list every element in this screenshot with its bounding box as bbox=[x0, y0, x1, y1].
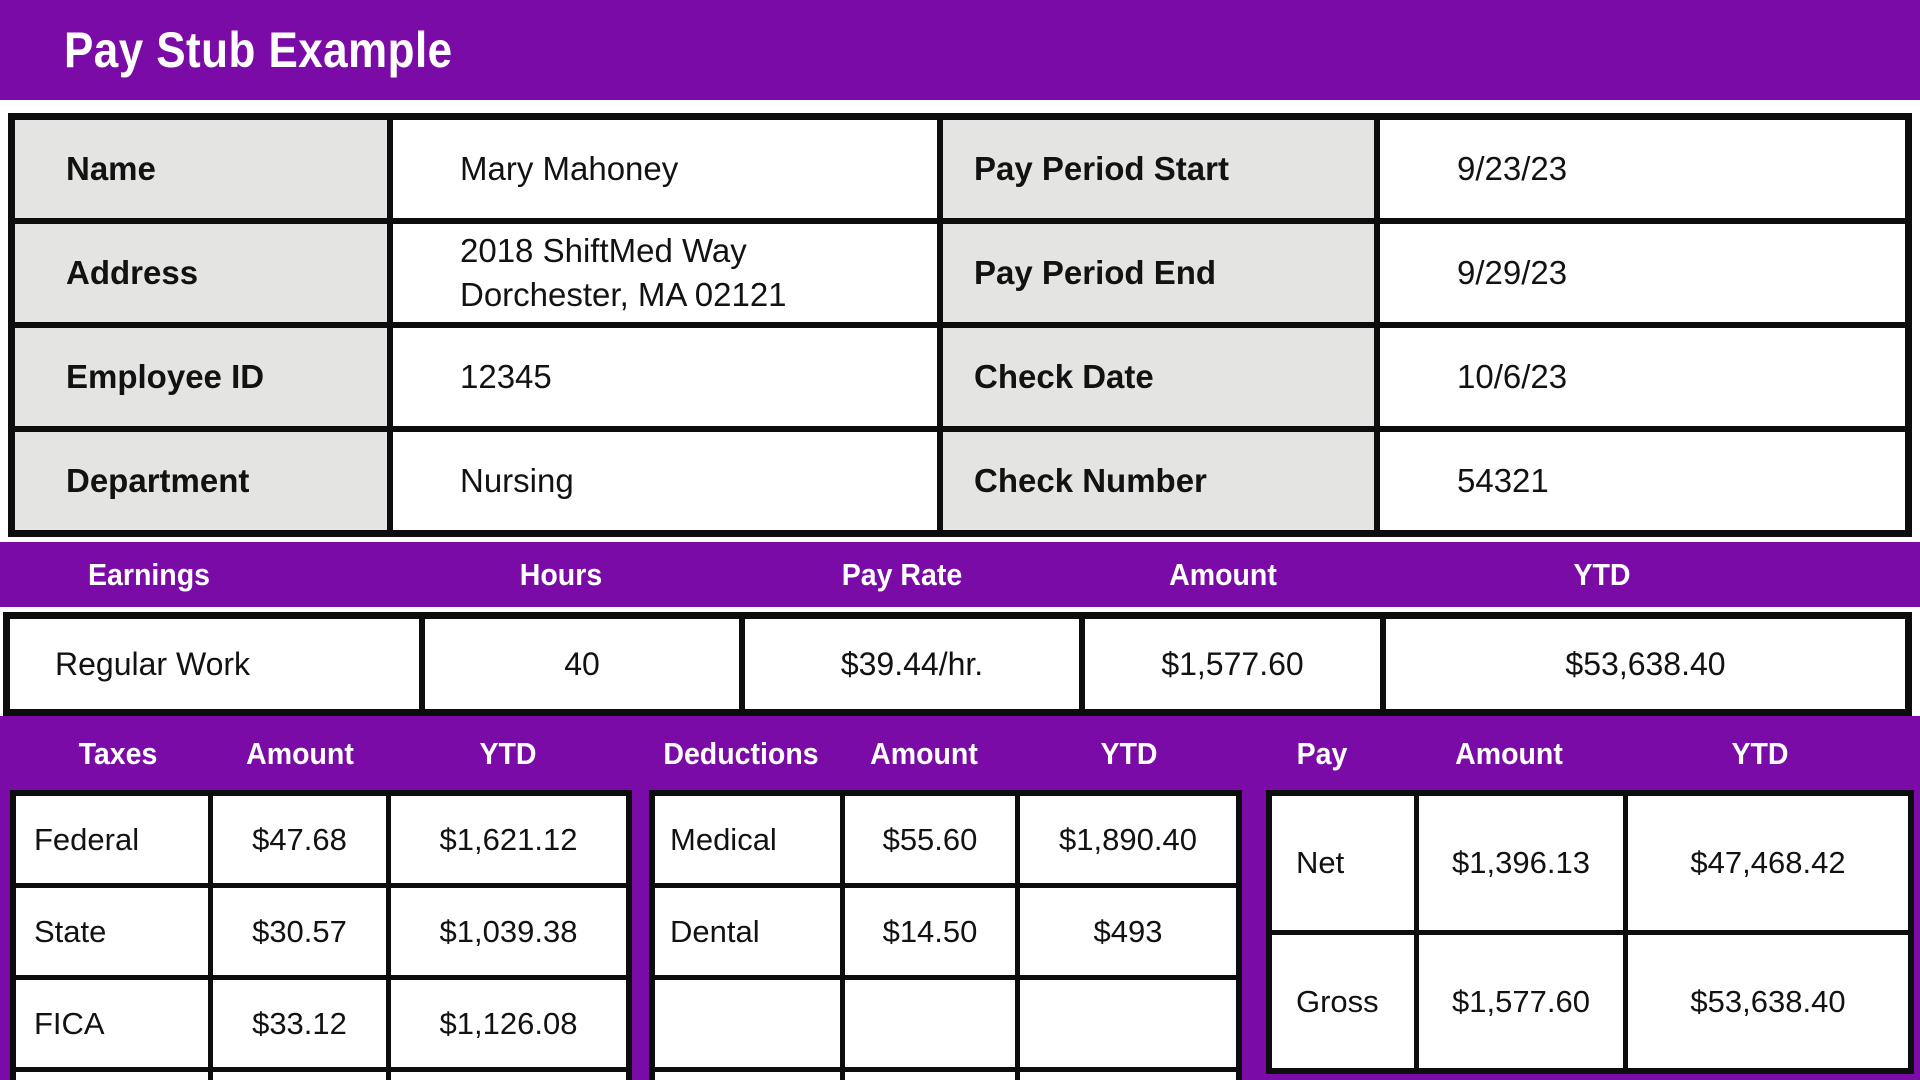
deduction-row-label: Medical bbox=[655, 796, 840, 883]
deduction-row-label: Dental bbox=[655, 888, 840, 975]
taxes-header-ytd: YTD bbox=[479, 736, 537, 771]
deduction-row-empty-cell bbox=[655, 1072, 840, 1080]
earnings-row-hours: 40 bbox=[425, 619, 739, 709]
earnings-header-band: Earnings Hours Pay Rate Amount YTD bbox=[0, 542, 1920, 607]
pay-header-amount: Amount bbox=[1455, 736, 1563, 771]
earnings-table: Regular Work 40 $39.44/hr. $1,577.60 $53… bbox=[3, 612, 1912, 716]
tax-row-empty-cell bbox=[213, 1072, 386, 1080]
deduction-row-amount: $14.50 bbox=[845, 888, 1015, 975]
info-value-pay-period-end: 9/29/23 bbox=[1380, 224, 1905, 322]
earnings-row-ytd: $53,638.40 bbox=[1386, 619, 1905, 709]
address-line-2: Dorchester, MA 02121 bbox=[460, 276, 787, 313]
info-label-check-date: Check Date bbox=[943, 328, 1374, 426]
taxes-header-taxes: Taxes bbox=[78, 736, 158, 771]
deduction-row-ytd: $1,890.40 bbox=[1020, 796, 1236, 883]
info-label-employee-id: Employee ID bbox=[15, 328, 387, 426]
deduction-row-ytd: $493 bbox=[1020, 888, 1236, 975]
info-value-name: Mary Mahoney bbox=[393, 120, 937, 218]
tax-row-label: State bbox=[16, 888, 208, 975]
title-bar: Pay Stub Example bbox=[0, 0, 1920, 100]
tax-row-label: FICA bbox=[16, 980, 208, 1067]
pay-row-label: Net bbox=[1272, 796, 1414, 930]
bottom-section: Taxes Amount YTD Deductions Amount YTD P… bbox=[0, 716, 1920, 1080]
info-label-name: Name bbox=[15, 120, 387, 218]
info-value-address: 2018 ShiftMed Way Dorchester, MA 02121 bbox=[393, 224, 937, 322]
pay-header-pay: Pay bbox=[1296, 736, 1348, 771]
earnings-row-amount: $1,577.60 bbox=[1085, 619, 1380, 709]
deductions-header-ytd: YTD bbox=[1100, 736, 1158, 771]
tax-row-label: Federal bbox=[16, 796, 208, 883]
deduction-row-empty-cell bbox=[845, 1072, 1015, 1080]
pay-row-amount: $1,577.60 bbox=[1419, 935, 1623, 1068]
pay-row-amount: $1,396.13 bbox=[1419, 796, 1623, 930]
info-value-check-date: 10/6/23 bbox=[1380, 328, 1905, 426]
tax-row-amount: $47.68 bbox=[213, 796, 386, 883]
deductions-table: Medical $55.60 $1,890.40 Dental $14.50 $… bbox=[649, 790, 1242, 1080]
earnings-header-hours: Hours bbox=[519, 556, 603, 592]
tax-row-ytd: $1,621.12 bbox=[391, 796, 626, 883]
pay-row-ytd: $47,468.42 bbox=[1628, 796, 1908, 930]
tax-row-ytd: $1,039.38 bbox=[391, 888, 626, 975]
earnings-header-pay-rate: Pay Rate bbox=[841, 556, 963, 592]
info-label-address: Address bbox=[15, 224, 387, 322]
earnings-row-name: Regular Work bbox=[10, 619, 419, 709]
taxes-table: Federal $47.68 $1,621.12 State $30.57 $1… bbox=[10, 790, 632, 1080]
info-label-check-number: Check Number bbox=[943, 432, 1374, 530]
info-value-pay-period-start: 9/23/23 bbox=[1380, 120, 1905, 218]
deduction-row-amount: $55.60 bbox=[845, 796, 1015, 883]
earnings-row-rate: $39.44/hr. bbox=[745, 619, 1079, 709]
deductions-header-amount: Amount bbox=[870, 736, 978, 771]
pay-row-label: Gross bbox=[1272, 935, 1414, 1068]
info-value-department: Nursing bbox=[393, 432, 937, 530]
tax-row-empty-cell bbox=[16, 1072, 208, 1080]
deduction-row-empty-cell bbox=[1020, 1072, 1236, 1080]
info-value-employee-id: 12345 bbox=[393, 328, 937, 426]
pay-table: Net $1,396.13 $47,468.42 Gross $1,577.60… bbox=[1266, 790, 1914, 1074]
deductions-header-deductions: Deductions bbox=[663, 736, 819, 771]
employee-info-table: Name Mary Mahoney Pay Period Start 9/23/… bbox=[8, 113, 1912, 537]
taxes-header-amount: Amount bbox=[246, 736, 354, 771]
earnings-header-ytd: YTD bbox=[1573, 556, 1631, 592]
tax-row-ytd: $1,126.08 bbox=[391, 980, 626, 1067]
tax-row-empty-cell bbox=[391, 1072, 626, 1080]
info-label-pay-period-start: Pay Period Start bbox=[943, 120, 1374, 218]
tax-row-amount: $33.12 bbox=[213, 980, 386, 1067]
page-title: Pay Stub Example bbox=[64, 22, 453, 78]
tax-row-amount: $30.57 bbox=[213, 888, 386, 975]
deduction-row-ytd bbox=[1020, 980, 1236, 1067]
pay-header-ytd: YTD bbox=[1731, 736, 1789, 771]
info-label-department: Department bbox=[15, 432, 387, 530]
pay-row-ytd: $53,638.40 bbox=[1628, 935, 1908, 1068]
deduction-row-label bbox=[655, 980, 840, 1067]
deduction-row-amount bbox=[845, 980, 1015, 1067]
earnings-header-amount: Amount bbox=[1169, 556, 1277, 592]
earnings-header-earnings: Earnings bbox=[87, 556, 211, 592]
info-label-pay-period-end: Pay Period End bbox=[943, 224, 1374, 322]
address-line-1: 2018 ShiftMed Way bbox=[460, 232, 747, 269]
info-value-check-number: 54321 bbox=[1380, 432, 1905, 530]
